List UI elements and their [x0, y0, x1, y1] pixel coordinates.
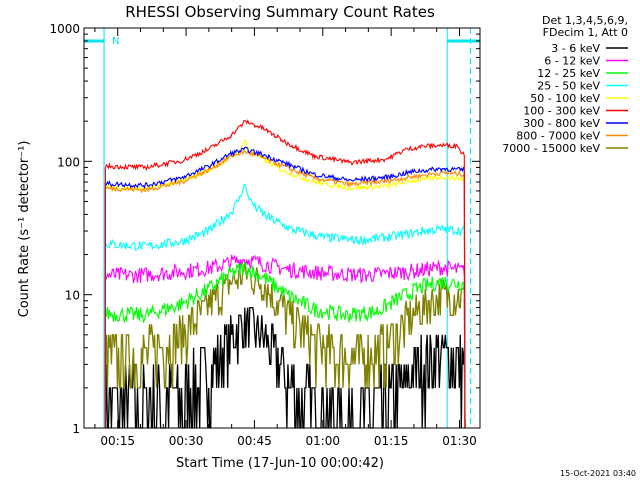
series-line	[104, 146, 466, 429]
x-axis-label: Start Time (17-Jun-10 00:00:42)	[176, 456, 384, 471]
legend-label: 300 - 800 keV	[523, 117, 600, 130]
y-tick-label: 100	[57, 155, 80, 169]
series-trace	[104, 146, 466, 429]
x-tick-label: 01:15	[374, 434, 409, 448]
y-tick-label: 1000	[49, 22, 80, 36]
y-axis-label: Count Rate (s⁻¹ detector⁻¹)	[17, 141, 32, 318]
legend-header-line: FDecim 1, Att 0	[543, 26, 628, 39]
series-trace	[104, 260, 466, 429]
series-line	[104, 183, 466, 429]
x-tick-label: 01:00	[305, 434, 340, 448]
legend: Det 1,3,4,5,6,9,FDecim 1, Att 0 3 - 6 keV…	[502, 14, 628, 155]
x-tick-label: 00:30	[169, 434, 204, 448]
legend-label: 50 - 100 keV	[530, 92, 600, 105]
plot-frame	[83, 27, 481, 429]
legend-label: 6 - 12 keV	[544, 55, 600, 68]
series-trace	[104, 260, 466, 429]
y-tick-label: 1	[72, 422, 80, 436]
footer-timestamp: 15-Oct-2021 03:40	[560, 469, 636, 478]
series-line	[104, 260, 466, 429]
x-tick-label: 00:45	[237, 434, 272, 448]
legend-label: 12 - 25 keV	[537, 67, 600, 80]
series-line	[104, 254, 466, 429]
x-tick-label: 00:15	[100, 434, 135, 448]
legend-label: 800 - 7000 keV	[516, 130, 600, 143]
series-line	[104, 260, 466, 429]
series-line	[104, 150, 466, 429]
series-group	[104, 119, 466, 429]
series-trace	[104, 254, 466, 429]
legend-label: 3 - 6 keV	[551, 42, 600, 55]
night-marker-label: N	[112, 36, 119, 47]
series-line	[104, 119, 466, 429]
legend-label: 25 - 50 keV	[537, 80, 600, 93]
legend-label: 7000 - 15000 keV	[502, 142, 600, 155]
legend-label: 100 - 300 keV	[523, 105, 600, 118]
axes: 1 10 100 1000 00:15 00:30 00:45 01:00 01:15 01:30	[49, 22, 480, 448]
y-tick-label: 10	[65, 289, 80, 303]
chart-title: RHESSI Observing Summary Count Rates	[125, 3, 435, 21]
saa-dashed-lines	[103, 28, 471, 428]
series-trace	[104, 119, 466, 429]
legend-header-line: Det 1,3,4,5,6,9,	[542, 14, 628, 27]
series-trace	[104, 183, 466, 429]
x-tick-label: 01:30	[442, 434, 477, 448]
series-trace	[104, 150, 466, 429]
